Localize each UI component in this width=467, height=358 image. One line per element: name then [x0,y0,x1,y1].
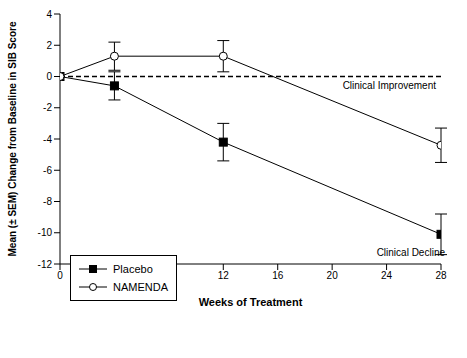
svg-text:12: 12 [218,270,230,281]
svg-text:Clinical Decline: Clinical Decline [377,247,446,258]
svg-text:Mean (± SEM) Change from Basel: Mean (± SEM) Change from Baseline in SIB… [8,21,18,256]
svg-text:20: 20 [327,270,339,281]
svg-text:-12: -12 [38,259,53,270]
svg-text:-4: -4 [43,134,52,145]
svg-text:16: 16 [272,270,284,281]
svg-text:28: 28 [435,270,447,281]
svg-text:-10: -10 [38,227,53,238]
svg-text:Clinical Improvement: Clinical Improvement [343,80,437,91]
svg-text:24: 24 [381,270,393,281]
svg-text:-2: -2 [43,102,52,113]
svg-text:Weeks of Treatment: Weeks of Treatment [199,296,303,308]
svg-text:0: 0 [46,71,52,82]
svg-text:-8: -8 [43,196,52,207]
svg-text:-6: -6 [43,165,52,176]
svg-text:0: 0 [57,270,63,281]
svg-text:2: 2 [46,40,52,51]
svg-text:8: 8 [166,270,172,281]
svg-text:4: 4 [46,9,52,20]
svg-text:4: 4 [112,270,118,281]
